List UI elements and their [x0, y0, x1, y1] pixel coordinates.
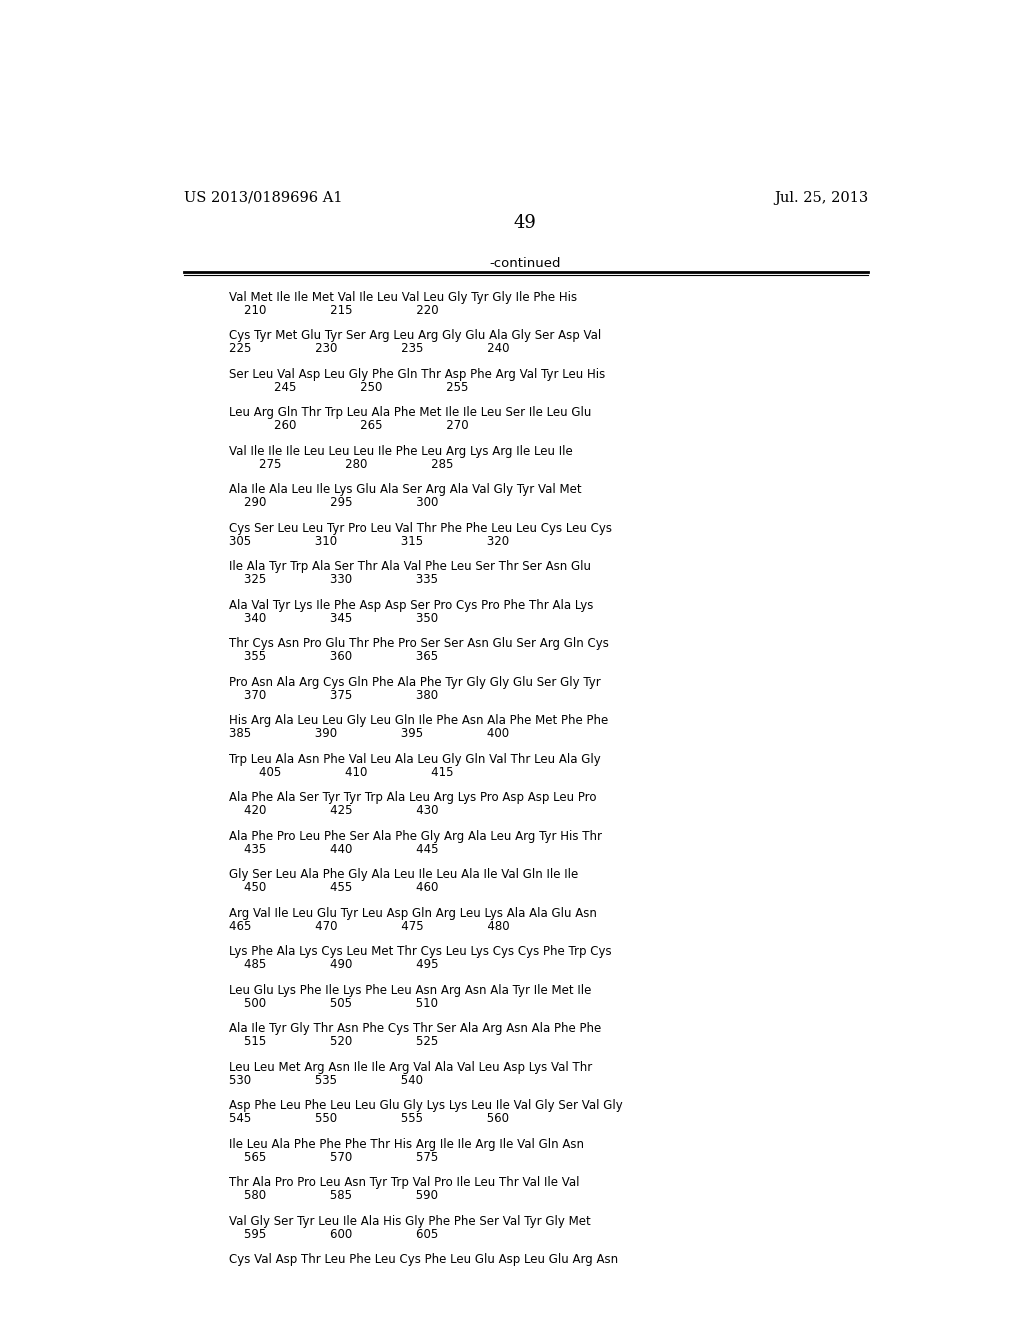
Text: Jul. 25, 2013: Jul. 25, 2013 [774, 191, 868, 205]
Text: 405                 410                 415: 405 410 415 [228, 766, 454, 779]
Text: Leu Leu Met Arg Asn Ile Ile Arg Val Ala Val Leu Asp Lys Val Thr: Leu Leu Met Arg Asn Ile Ile Arg Val Ala … [228, 1061, 592, 1074]
Text: 545                 550                 555                 560: 545 550 555 560 [228, 1113, 509, 1126]
Text: Cys Tyr Met Glu Tyr Ser Arg Leu Arg Gly Glu Ala Gly Ser Asp Val: Cys Tyr Met Glu Tyr Ser Arg Leu Arg Gly … [228, 330, 601, 342]
Text: 595                 600                 605: 595 600 605 [228, 1228, 438, 1241]
Text: Gly Ser Leu Ala Phe Gly Ala Leu Ile Leu Ala Ile Val Gln Ile Ile: Gly Ser Leu Ala Phe Gly Ala Leu Ile Leu … [228, 869, 578, 882]
Text: Lys Phe Ala Lys Cys Leu Met Thr Cys Leu Lys Cys Cys Phe Trp Cys: Lys Phe Ala Lys Cys Leu Met Thr Cys Leu … [228, 945, 611, 958]
Text: Val Gly Ser Tyr Leu Ile Ala His Gly Phe Phe Ser Val Tyr Gly Met: Val Gly Ser Tyr Leu Ile Ala His Gly Phe … [228, 1214, 591, 1228]
Text: 450                 455                 460: 450 455 460 [228, 882, 438, 895]
Text: Thr Ala Pro Pro Leu Asn Tyr Trp Val Pro Ile Leu Thr Val Ile Val: Thr Ala Pro Pro Leu Asn Tyr Trp Val Pro … [228, 1176, 580, 1189]
Text: Trp Leu Ala Asn Phe Val Leu Ala Leu Gly Gln Val Thr Leu Ala Gly: Trp Leu Ala Asn Phe Val Leu Ala Leu Gly … [228, 752, 600, 766]
Text: US 2013/0189696 A1: US 2013/0189696 A1 [183, 191, 342, 205]
Text: Ala Val Tyr Lys Ile Phe Asp Asp Ser Pro Cys Pro Phe Thr Ala Lys: Ala Val Tyr Lys Ile Phe Asp Asp Ser Pro … [228, 599, 593, 612]
Text: Val Met Ile Ile Met Val Ile Leu Val Leu Gly Tyr Gly Ile Phe His: Val Met Ile Ile Met Val Ile Leu Val Leu … [228, 290, 577, 304]
Text: 355                 360                 365: 355 360 365 [228, 651, 438, 664]
Text: 275                 280                 285: 275 280 285 [228, 458, 454, 471]
Text: 465                 470                 475                 480: 465 470 475 480 [228, 920, 509, 933]
Text: Cys Ser Leu Leu Tyr Pro Leu Val Thr Phe Phe Leu Leu Cys Leu Cys: Cys Ser Leu Leu Tyr Pro Leu Val Thr Phe … [228, 521, 611, 535]
Text: 370                 375                 380: 370 375 380 [228, 689, 438, 702]
Text: 210                 215                 220: 210 215 220 [228, 304, 438, 317]
Text: 420                 425                 430: 420 425 430 [228, 804, 438, 817]
Text: 49: 49 [513, 214, 537, 232]
Text: 385                 390                 395                 400: 385 390 395 400 [228, 727, 509, 741]
Text: Ala Phe Ala Ser Tyr Tyr Trp Ala Leu Arg Lys Pro Asp Asp Leu Pro: Ala Phe Ala Ser Tyr Tyr Trp Ala Leu Arg … [228, 792, 596, 804]
Text: Ala Ile Tyr Gly Thr Asn Phe Cys Thr Ser Ala Arg Asn Ala Phe Phe: Ala Ile Tyr Gly Thr Asn Phe Cys Thr Ser … [228, 1022, 601, 1035]
Text: Cys Val Asp Thr Leu Phe Leu Cys Phe Leu Glu Asp Leu Glu Arg Asn: Cys Val Asp Thr Leu Phe Leu Cys Phe Leu … [228, 1254, 617, 1266]
Text: 515                 520                 525: 515 520 525 [228, 1035, 438, 1048]
Text: 305                 310                 315                 320: 305 310 315 320 [228, 535, 509, 548]
Text: 485                 490                 495: 485 490 495 [228, 958, 438, 972]
Text: Leu Glu Lys Phe Ile Lys Phe Leu Asn Arg Asn Ala Tyr Ile Met Ile: Leu Glu Lys Phe Ile Lys Phe Leu Asn Arg … [228, 983, 591, 997]
Text: 580                 585                 590: 580 585 590 [228, 1189, 437, 1203]
Text: 245                 250                 255: 245 250 255 [228, 381, 468, 393]
Text: 530                 535                 540: 530 535 540 [228, 1074, 423, 1086]
Text: 340                 345                 350: 340 345 350 [228, 612, 438, 624]
Text: Ile Leu Ala Phe Phe Phe Thr His Arg Ile Ile Arg Ile Val Gln Asn: Ile Leu Ala Phe Phe Phe Thr His Arg Ile … [228, 1138, 584, 1151]
Text: Ala Ile Ala Leu Ile Lys Glu Ala Ser Arg Ala Val Gly Tyr Val Met: Ala Ile Ala Leu Ile Lys Glu Ala Ser Arg … [228, 483, 582, 496]
Text: 260                 265                 270: 260 265 270 [228, 420, 468, 433]
Text: 500                 505                 510: 500 505 510 [228, 997, 437, 1010]
Text: Asp Phe Leu Phe Leu Leu Glu Gly Lys Lys Leu Ile Val Gly Ser Val Gly: Asp Phe Leu Phe Leu Leu Glu Gly Lys Lys … [228, 1100, 623, 1113]
Text: His Arg Ala Leu Leu Gly Leu Gln Ile Phe Asn Ala Phe Met Phe Phe: His Arg Ala Leu Leu Gly Leu Gln Ile Phe … [228, 714, 608, 727]
Text: Ser Leu Val Asp Leu Gly Phe Gln Thr Asp Phe Arg Val Tyr Leu His: Ser Leu Val Asp Leu Gly Phe Gln Thr Asp … [228, 368, 605, 381]
Text: Pro Asn Ala Arg Cys Gln Phe Ala Phe Tyr Gly Gly Glu Ser Gly Tyr: Pro Asn Ala Arg Cys Gln Phe Ala Phe Tyr … [228, 676, 600, 689]
Text: -continued: -continued [489, 257, 560, 271]
Text: Arg Val Ile Leu Glu Tyr Leu Asp Gln Arg Leu Lys Ala Ala Glu Asn: Arg Val Ile Leu Glu Tyr Leu Asp Gln Arg … [228, 907, 597, 920]
Text: Ile Ala Tyr Trp Ala Ser Thr Ala Val Phe Leu Ser Thr Ser Asn Glu: Ile Ala Tyr Trp Ala Ser Thr Ala Val Phe … [228, 561, 591, 573]
Text: 225                 230                 235                 240: 225 230 235 240 [228, 342, 509, 355]
Text: 565                 570                 575: 565 570 575 [228, 1151, 438, 1164]
Text: Val Ile Ile Ile Leu Leu Leu Ile Phe Leu Arg Lys Arg Ile Leu Ile: Val Ile Ile Ile Leu Leu Leu Ile Phe Leu … [228, 445, 572, 458]
Text: Leu Arg Gln Thr Trp Leu Ala Phe Met Ile Ile Leu Ser Ile Leu Glu: Leu Arg Gln Thr Trp Leu Ala Phe Met Ile … [228, 407, 591, 420]
Text: 290                 295                 300: 290 295 300 [228, 496, 438, 510]
Text: Ala Phe Pro Leu Phe Ser Ala Phe Gly Arg Ala Leu Arg Tyr His Thr: Ala Phe Pro Leu Phe Ser Ala Phe Gly Arg … [228, 830, 602, 843]
Text: Thr Cys Asn Pro Glu Thr Phe Pro Ser Ser Asn Glu Ser Arg Gln Cys: Thr Cys Asn Pro Glu Thr Phe Pro Ser Ser … [228, 638, 608, 651]
Text: 325                 330                 335: 325 330 335 [228, 573, 437, 586]
Text: 435                 440                 445: 435 440 445 [228, 843, 438, 855]
